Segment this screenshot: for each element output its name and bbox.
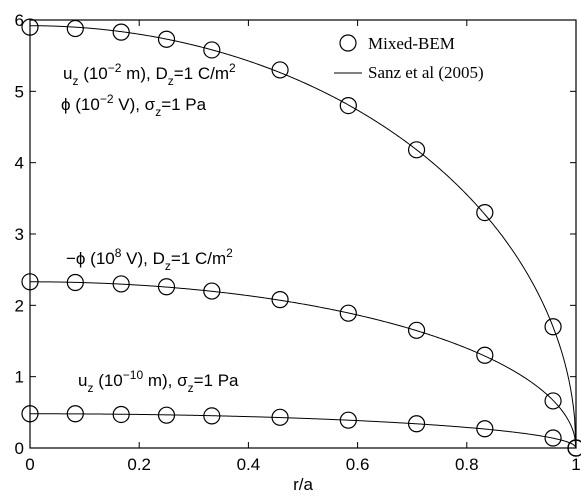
- series-1-marker: [339, 96, 357, 115]
- plot-area: [29, 19, 577, 449]
- annotation-uz-Dz: uz (10−2 m), Dz=1 C/m2: [63, 61, 236, 88]
- series-1-marker: [203, 41, 221, 59]
- legend: Mixed-BEM Sanz et al (2005): [334, 34, 484, 82]
- series-2-marker: [66, 273, 84, 292]
- series-line-1: [30, 25, 577, 449]
- legend-marker-icon: [339, 34, 357, 52]
- series-2-marker: [339, 304, 357, 322]
- x-tick-label: 0.8: [455, 455, 479, 474]
- series-line-2: [30, 281, 577, 449]
- series-2-marker: [544, 392, 562, 410]
- annotation-neg-phi-Dz: −ϕ (108 V), Dz=1 C/m2: [66, 246, 233, 273]
- series-3-marker: [544, 429, 562, 447]
- series-3-marker: [203, 407, 221, 425]
- series-1-marker: [407, 141, 426, 159]
- series-3-marker: [66, 405, 84, 423]
- series-3-marker: [157, 406, 176, 424]
- x-tick-label: 0.2: [127, 455, 151, 474]
- legend-line-label: Sanz et al (2005): [368, 63, 484, 82]
- series-3-marker: [476, 420, 494, 438]
- x-axis-label: r/a: [293, 475, 313, 494]
- series-2-marker: [157, 278, 176, 296]
- series-3-marker: [271, 408, 289, 426]
- annotation-phi-sigmaz: ϕ (10−2 V), σz=1 Pa: [61, 92, 207, 119]
- series-2-marker: [476, 346, 494, 364]
- series-3-marker: [407, 415, 426, 433]
- y-tick-label: 6: [15, 11, 24, 30]
- x-tick-label: 0.4: [237, 455, 261, 474]
- x-tick-label: 0: [25, 455, 34, 474]
- series-3-marker: [112, 405, 130, 424]
- series-1-marker: [271, 61, 289, 79]
- series-1-marker: [66, 19, 84, 38]
- series-3-marker: [567, 439, 581, 457]
- y-axis-ticks: 0 1 2 3 4 5 6: [15, 11, 576, 458]
- series-1-marker: [157, 30, 176, 48]
- series-1-marker: [476, 204, 494, 222]
- series-lines: [30, 25, 577, 449]
- annotation-uz-sigmaz: uz (10−10 m), σz=1 Pa: [78, 368, 239, 395]
- series-3-marker: [21, 405, 39, 423]
- series-2-marker: [271, 291, 289, 309]
- y-tick-label: 1: [15, 368, 24, 387]
- series-3-marker: [339, 411, 357, 429]
- y-tick-label: 4: [15, 154, 24, 173]
- series-2-marker: [203, 282, 221, 300]
- y-tick-label: 3: [15, 225, 24, 244]
- y-tick-label: 0: [15, 439, 24, 458]
- series-2-marker: [407, 321, 426, 339]
- series-1-marker: [544, 318, 562, 336]
- series-2-marker: [112, 275, 130, 293]
- series-line-3: [30, 413, 577, 449]
- series-2-marker: [21, 273, 39, 291]
- y-tick-label: 5: [15, 82, 24, 101]
- legend-markers-label: Mixed-BEM: [368, 34, 455, 53]
- series-1-marker: [21, 18, 39, 36]
- x-tick-label: 0.6: [346, 455, 370, 474]
- x-tick-label: 1: [571, 455, 580, 474]
- series-markers: [21, 18, 581, 457]
- y-tick-label: 2: [15, 296, 24, 315]
- series-1-marker: [112, 23, 130, 41]
- x-axis-ticks: 0 0.2 0.4 0.6 0.8 1: [25, 20, 581, 474]
